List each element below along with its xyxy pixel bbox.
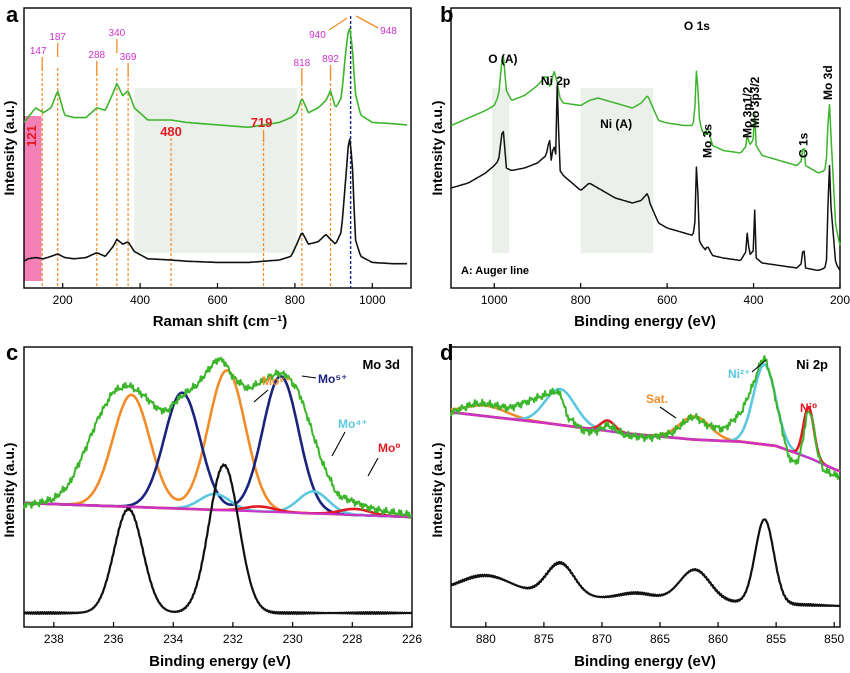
- series-line-top: [23, 27, 408, 129]
- x-tick-label: 230: [283, 632, 303, 646]
- x-tick-label: 238: [44, 632, 64, 646]
- plot-frame: [450, 346, 841, 628]
- peak-label: 340: [109, 28, 126, 39]
- x-tick-label: 600: [657, 293, 677, 307]
- x-axis-label: Binding energy (eV): [574, 313, 716, 330]
- label-arrow: [367, 457, 379, 477]
- panel-letter-a: a: [6, 2, 19, 27]
- y-axis-label: Intensity (a.u.): [1, 443, 17, 538]
- x-axis-label: Binding energy (eV): [574, 653, 716, 670]
- peak-label: 892: [322, 54, 339, 65]
- panel-d-ni2p: 880 875 870 865 860 855 850 Binding energy (eV)…: [429, 346, 845, 670]
- component-label: Mo⁴⁺: [338, 417, 368, 431]
- label-arrow: [331, 431, 346, 457]
- peak-annotation: Mo 3d: [821, 65, 835, 100]
- series-line-bottom: [450, 518, 841, 608]
- bold-peak-label: 480: [160, 124, 182, 139]
- series-line-bottom: [450, 85, 841, 272]
- x-tick-label: 232: [223, 632, 243, 646]
- x-tick-label: 855: [766, 632, 786, 646]
- peak-label: 940: [309, 30, 326, 41]
- baseline-curve: [450, 411, 841, 473]
- shaded-region: [134, 88, 297, 253]
- peak-annotation: O (A): [488, 52, 517, 66]
- peak-annotation: O 1s: [684, 19, 710, 33]
- component-label: Ni²⁺: [728, 367, 750, 381]
- label-arrow: [659, 406, 677, 419]
- panel-title: Mo 3d: [362, 357, 400, 372]
- panel-letter-b: b: [440, 2, 453, 27]
- shaded-region: [580, 88, 654, 253]
- x-tick-label: 228: [342, 632, 362, 646]
- y-axis-label: Intensity (a.u.): [1, 101, 17, 196]
- x-tick-label: 865: [650, 632, 670, 646]
- panel-a-raman: 200 400 600 800 1000 Raman shift (cm⁻¹) Intens…: [1, 7, 412, 330]
- x-tick-label: 200: [53, 293, 73, 307]
- peak-annotation: Ni 2p: [541, 74, 570, 88]
- x-tick-label: 875: [534, 632, 554, 646]
- x-tick-label: 200: [830, 293, 850, 307]
- x-tick-label: 870: [592, 632, 612, 646]
- x-tick-label: 880: [476, 632, 496, 646]
- bold-peak-label: 121: [24, 125, 39, 147]
- component-label: Mo⁶⁺: [262, 374, 291, 388]
- baseline-curve: [23, 501, 413, 519]
- component-label: Ni⁰: [800, 401, 817, 415]
- x-tick-label: 226: [402, 632, 422, 646]
- peak-annotation: C 1s: [796, 132, 810, 158]
- series-line-bottom: [23, 138, 408, 265]
- label-arrow: [253, 389, 269, 403]
- peak-label: 818: [294, 58, 311, 69]
- x-tick-label: 1000: [359, 293, 386, 307]
- component-label: Sat.: [646, 392, 668, 406]
- peak-arrow: [355, 15, 379, 29]
- shaded-region: [492, 88, 510, 253]
- shaded-region: [24, 116, 42, 281]
- x-tick-label: 800: [285, 293, 305, 307]
- peak-label: 948: [380, 26, 397, 37]
- series-line-bottom: [23, 463, 412, 615]
- y-axis-label: Intensity (a.u.): [429, 101, 445, 196]
- x-tick-label: 400: [744, 293, 764, 307]
- x-tick-label: 1000: [481, 293, 508, 307]
- series-line-top: [450, 55, 841, 246]
- raw-data-curve: [23, 356, 413, 519]
- y-axis-label: Intensity (a.u.): [429, 443, 445, 538]
- panel-letter-c: c: [6, 340, 18, 365]
- component-label: Mo⁰: [378, 441, 401, 455]
- peak-label: 147: [30, 46, 47, 57]
- peak-annotation: Ni (A): [600, 117, 632, 131]
- peak-annotation: Mo 3p1/2: [741, 86, 755, 138]
- x-axis-label: Binding energy (eV): [149, 653, 291, 670]
- x-tick-label: 860: [708, 632, 728, 646]
- x-tick-label: 600: [207, 293, 227, 307]
- panel-letter-d: d: [440, 340, 453, 365]
- peak-annotation: Mo 3p3/2: [748, 76, 762, 128]
- panel-c-mo3d: 238 236 234 232 230 228 226 Binding energy (eV)…: [1, 346, 422, 670]
- plot-frame: [450, 7, 841, 289]
- x-tick-label: 800: [571, 293, 591, 307]
- peak-arrow: [328, 17, 348, 31]
- x-tick-label: 850: [824, 632, 844, 646]
- x-axis-label: Raman shift (cm⁻¹): [153, 313, 288, 330]
- x-tick-label: 234: [163, 632, 183, 646]
- label-arrow: [301, 375, 317, 379]
- peak-label: 288: [88, 50, 105, 61]
- component-curve: [23, 374, 413, 519]
- x-tick-label: 400: [130, 293, 150, 307]
- peak-label: 369: [120, 52, 137, 63]
- label-arrow: [751, 359, 767, 373]
- legend-note: A: Auger line: [461, 265, 529, 277]
- bold-peak-label: 719: [251, 115, 273, 130]
- x-tick-label: 236: [104, 632, 124, 646]
- panel-title: Ni 2p: [796, 357, 828, 372]
- peak-annotation: Mo 3s: [700, 124, 714, 158]
- plot-frame: [23, 346, 413, 628]
- peak-label: 187: [49, 32, 66, 43]
- component-label: Mo⁵⁺: [318, 372, 347, 386]
- panel-b-survey: 1000 800 600 400 200 Binding energy (eV) Inten…: [429, 7, 850, 330]
- raw-data-curve: [450, 355, 841, 480]
